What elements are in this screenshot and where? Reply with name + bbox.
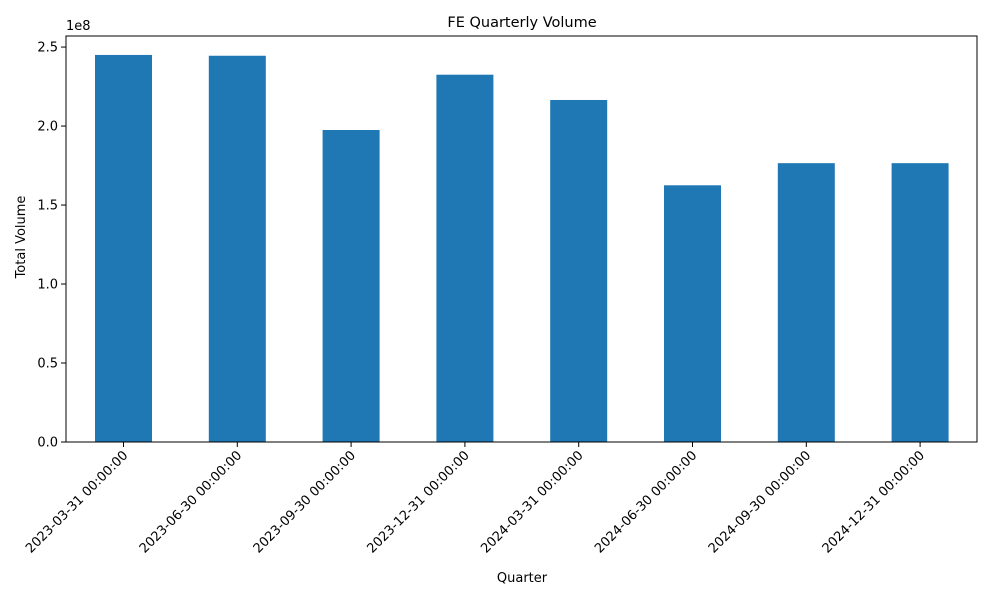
bar-3 [322, 129, 380, 443]
y-tick-label: 1.5 [37, 199, 58, 214]
y-tick-label: 0.0 [37, 436, 58, 451]
bar-7 [777, 163, 835, 442]
bar-1 [95, 54, 152, 442]
plot-frame [65, 35, 978, 443]
bar-6 [664, 185, 721, 442]
chart-title: FE Quarterly Volume [447, 15, 596, 31]
y-axis-label: Total Volume [14, 196, 29, 280]
y-tick-label: 2.0 [37, 120, 58, 135]
y-tick-label: 0.5 [37, 357, 58, 372]
y-tick-label: 1.0 [37, 278, 58, 293]
bar-5 [550, 99, 608, 443]
x-axis-label: Quarter [497, 571, 548, 586]
bar-2 [208, 55, 266, 443]
y-tick-label: 2.5 [37, 41, 58, 56]
axes-layer [65, 35, 978, 443]
bar-8 [891, 163, 949, 442]
bars-layer [95, 54, 949, 443]
bar-4 [436, 74, 494, 442]
y-axis-offset-label: 1e8 [66, 19, 91, 34]
